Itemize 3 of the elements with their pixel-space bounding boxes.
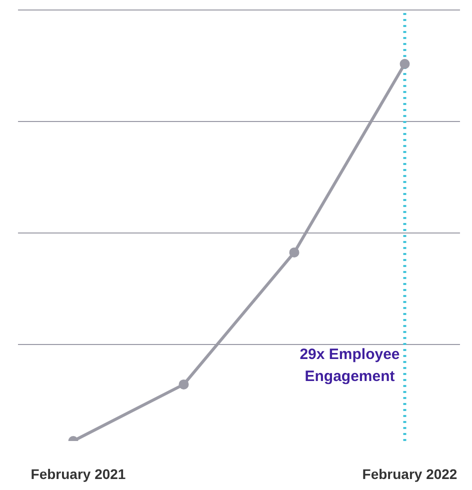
ref-line-label: 29x Employee Engagement [300,346,400,385]
x-tick-label: February 2022 [362,466,458,482]
x-tick-label: February 2021 [30,466,126,482]
